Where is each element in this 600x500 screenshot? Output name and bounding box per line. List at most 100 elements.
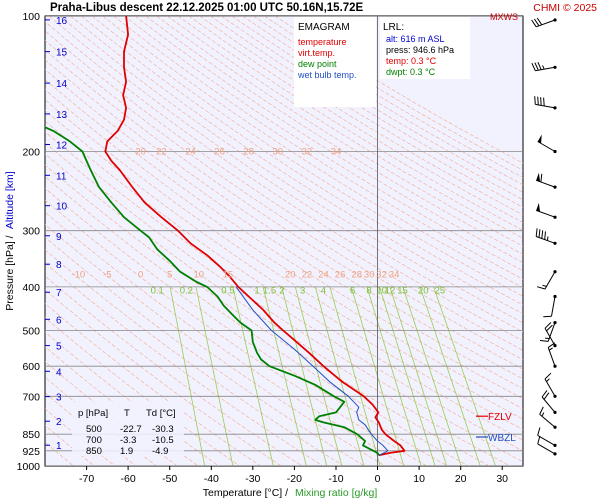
- wind-barb-dot: [553, 294, 557, 299]
- theta-label: 22: [156, 147, 167, 158]
- wind-barb-staff: [544, 271, 556, 290]
- theta-label: 30: [273, 147, 284, 158]
- wind-barb-feather: [543, 315, 552, 318]
- wind-barb-pennant: [536, 172, 540, 182]
- wind-barb: [547, 342, 557, 368]
- wind-barb-staff: [536, 209, 556, 218]
- wind-barb-half-feather: [542, 65, 545, 70]
- wind-barb: [536, 202, 557, 219]
- temperature-tick-labels: -70 -60 -50 -40 -30 -20 -10 0 10 20 30: [79, 466, 508, 485]
- series-line-dew-point: [45, 126, 380, 456]
- mixing-ratio-line: [379, 286, 436, 466]
- wind-barb-staff: [547, 322, 556, 342]
- mixing-ratio-line: [389, 286, 448, 466]
- chart-title: Praha-Libus descent 22.12.2025 01:00 UTC…: [50, 2, 364, 14]
- wind-barb-feather: [537, 427, 541, 436]
- mixing-ratio-label: 1: [254, 286, 259, 297]
- lrl-press: press: 946.6 hPa: [386, 45, 454, 55]
- wind-barb: [539, 321, 557, 342]
- pressure-tick-label: 925: [22, 446, 40, 458]
- wind-barb-feather: [535, 228, 538, 237]
- table-cell: -22.7: [120, 424, 142, 435]
- dry-adiabat: [45, 40, 523, 361]
- wind-barb-feather: [543, 97, 545, 106]
- wind-barb: [543, 294, 557, 318]
- lrl-alt: alt: 616 m ASL: [386, 34, 445, 44]
- wind-barb-feather: [544, 372, 552, 380]
- wind-barb-staff: [544, 328, 556, 346]
- table-header-p: p [hPa]: [78, 408, 108, 419]
- wind-barb-feather: [547, 342, 556, 348]
- wind-barb: [535, 228, 557, 245]
- mixing-ratio-label: 10: [376, 286, 387, 297]
- mixing-ratio-label: 25: [435, 286, 446, 297]
- mixing-ratio-label: 1.5: [263, 286, 276, 297]
- wind-barb-pennant: [536, 202, 540, 212]
- wind-barb: [537, 435, 557, 456]
- theta-label: 22: [302, 269, 313, 280]
- dry-adiabat: [48, 16, 523, 333]
- altitude-tick-label: 1: [56, 441, 62, 452]
- lrl-temp: temp: 0.3 °C: [386, 56, 437, 66]
- wind-barb-dot: [553, 241, 557, 245]
- mixing-ratio-label: 3: [300, 286, 305, 297]
- altitude-tick-label: 15: [56, 48, 68, 59]
- theta-labels: 20 22 24 26 28 30 32 34-10 -5 0 5 10 15 20 22 24 26 28 30 3…: [71, 147, 399, 281]
- wind-barb-dot: [553, 452, 557, 456]
- table-header-td: Td [°C]: [146, 408, 176, 419]
- wind-barb-staff: [539, 414, 556, 428]
- wind-barb-dot: [553, 149, 557, 154]
- altitude-tick-label: 11: [56, 171, 67, 182]
- mixing-ratio-label: 0.5: [221, 286, 234, 297]
- mixing-ratio-label: 20: [418, 286, 429, 297]
- temperature-tick-label: 0: [375, 473, 381, 485]
- wind-barb-feather: [538, 229, 541, 238]
- dry-adiabat: [45, 59, 523, 380]
- x-axis-label-mixing: Mixing ratio [g/kg]: [295, 487, 377, 499]
- dry-adiabat: [45, 176, 469, 466]
- wind-barb-staff: [536, 236, 556, 244]
- wind-barb-half-feather: [546, 378, 550, 382]
- legend-item-virt-temp: virt.temp.: [298, 48, 335, 58]
- wind-barb-feather: [533, 18, 540, 27]
- dry-adiabat: [220, 16, 523, 201]
- wind-barb-dot: [553, 321, 557, 325]
- dry-adiabat: [45, 99, 523, 420]
- table-cell: 500: [86, 424, 102, 435]
- altitude-tick-label: 5: [56, 342, 62, 353]
- temperature-tick-label: -20: [287, 473, 302, 485]
- mixing-ratio-label: 6: [350, 286, 355, 297]
- wind-barb-feather: [543, 392, 550, 400]
- mixing-ratio-label: 4: [321, 286, 326, 297]
- dry-adiabat: [70, 16, 523, 315]
- legend-item-dew-point: dew point: [298, 59, 337, 69]
- dry-adiabat: [45, 236, 365, 466]
- wind-barb-dot: [553, 18, 557, 22]
- mixing-ratio-line: [402, 286, 462, 466]
- table-cell: 1.9: [120, 446, 133, 457]
- wind-barb-staff: [536, 179, 556, 188]
- levels-table: p [hPa] T Td [°C] 500 -22.7 -30.3 700 -3.3 -1…: [72, 402, 184, 457]
- mixing-ratio-line: [433, 286, 496, 466]
- temperature-tick-label: -50: [162, 473, 177, 485]
- dry-adiabat: [45, 79, 523, 400]
- temperature-tick-label: -40: [204, 473, 219, 485]
- x-axis-label-temperature: Temperature [°C] /: [203, 487, 288, 499]
- dry-adiabat: [177, 16, 523, 231]
- wind-barb: [531, 61, 557, 72]
- wind-barb-pennant: [537, 134, 542, 144]
- wind-barb-feather: [537, 435, 541, 445]
- wind-barb: [541, 390, 557, 414]
- dry-adiabat: [199, 16, 523, 216]
- mixing-ratio-line: [294, 286, 343, 466]
- series-line-wet-bulb-temp: [235, 286, 389, 456]
- mixing-ratio-label: 0.1: [151, 286, 164, 297]
- lrl-box: LRL: alt: 616 m ASL press: 946.6 hPa tem…: [380, 17, 470, 79]
- wind-barb-half-feather: [541, 412, 545, 417]
- theta-label: 32: [302, 147, 313, 158]
- wind-barb-dot: [553, 185, 557, 189]
- pressure-tick-label: 1000: [17, 461, 41, 473]
- altitude-tick-label: 3: [56, 393, 62, 404]
- wind-barb-half-feather: [542, 284, 547, 287]
